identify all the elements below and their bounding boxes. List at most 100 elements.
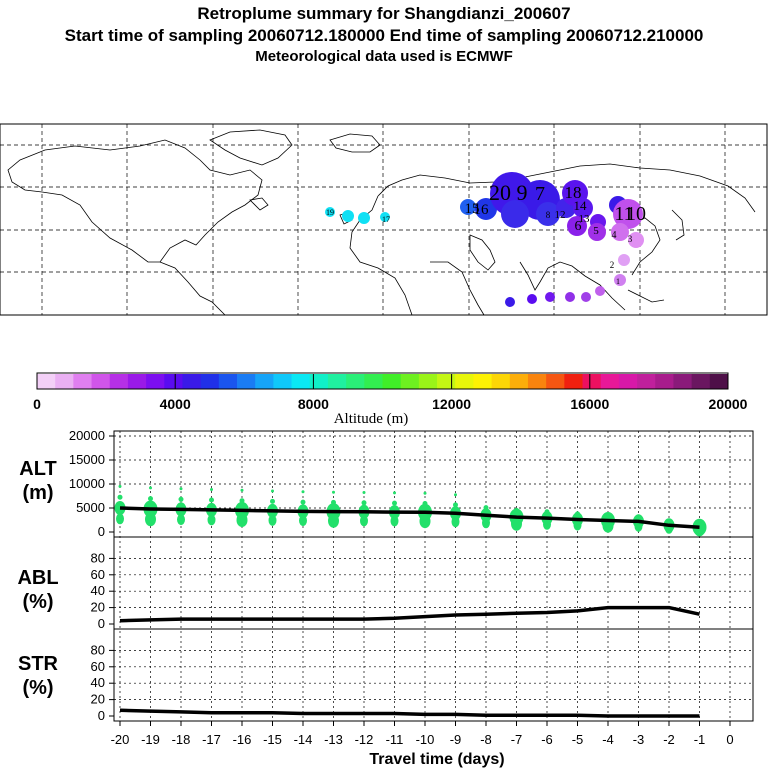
colorbar-cell	[182, 374, 202, 389]
particle-dot	[544, 509, 550, 515]
colorbar-cell	[164, 374, 183, 389]
colorbar-cell	[55, 374, 74, 389]
plume-circle	[536, 202, 560, 226]
str-unit: (%)	[22, 677, 53, 699]
plume-label: 8	[546, 210, 551, 220]
colorbar-cell	[527, 374, 547, 389]
plume-label: 19	[326, 208, 334, 217]
plume-circle	[380, 212, 390, 222]
y-tick-label: 20	[91, 692, 105, 707]
colorbar-cell	[637, 374, 656, 389]
colorbar-cell	[146, 374, 165, 389]
colorbar-cell	[127, 374, 147, 389]
plume-label: 12	[555, 209, 566, 221]
x-tick-label: -6	[541, 732, 553, 747]
colorbar-cell	[673, 374, 693, 389]
particle-dot	[207, 514, 216, 526]
meteorological-data-note: Meteorological data used is ECMWF	[255, 48, 513, 65]
particle-dot	[392, 500, 397, 506]
particle-dot	[575, 511, 580, 517]
particle-dot	[393, 491, 396, 495]
particle-dot	[209, 497, 214, 503]
particle-dot	[179, 487, 183, 491]
plume-circle	[611, 223, 629, 241]
y-tick-label: 40	[91, 675, 105, 690]
colorbar-cell	[473, 374, 492, 389]
particle-dot	[634, 520, 643, 532]
plume-label: 10	[626, 203, 646, 225]
particle-dot	[543, 518, 551, 530]
y-tick-label: 0	[98, 708, 105, 723]
x-tick-label: -15	[263, 732, 282, 747]
particle-dot	[271, 489, 274, 493]
particle-dot	[451, 516, 460, 528]
particle-dot	[390, 515, 399, 527]
x-tick-label: -4	[602, 732, 614, 747]
particle-dot	[240, 488, 244, 492]
alt-unit: (m)	[22, 482, 53, 504]
x-tick-label: 0	[726, 732, 733, 747]
colorbar-cell	[309, 374, 329, 389]
plume-circle	[588, 223, 606, 241]
y-tick-label: 60	[91, 659, 105, 674]
x-tick-label: -19	[141, 732, 160, 747]
x-tick-label: -13	[324, 732, 343, 747]
particle-dot	[149, 486, 152, 490]
plume-label: 3	[628, 234, 633, 244]
particle-dot	[511, 516, 522, 531]
plume-circle	[613, 199, 643, 229]
particle-dot	[514, 507, 519, 513]
plume-circle	[573, 198, 593, 218]
x-tick-label: -17	[202, 732, 221, 747]
colorbar-cell	[109, 374, 129, 389]
colorbar-label: Altitude (m)	[334, 411, 409, 427]
altitude-colorbar: 0 4000 8000 12000 16000 20000 Altitude (m)	[33, 372, 748, 427]
particle-dot	[145, 512, 156, 527]
particle-dot	[210, 488, 213, 491]
plume-circle	[342, 210, 354, 222]
particle-dot	[361, 500, 367, 506]
particle-dot	[299, 515, 307, 527]
plume-circle	[527, 294, 537, 304]
colorbar-cell	[491, 374, 511, 389]
y-tick-label: 5000	[76, 500, 105, 515]
x-tick-label: -9	[450, 732, 462, 747]
series-line-abl	[119, 605, 700, 623]
plume-circle	[505, 297, 515, 307]
plume-circle	[565, 292, 575, 302]
colorbar-cell	[200, 374, 220, 389]
coastlines	[7, 129, 756, 316]
particle-dot	[270, 498, 275, 504]
x-tick-label: -11	[386, 732, 404, 747]
particle-dot	[419, 514, 431, 529]
colorbar-cell	[273, 374, 292, 389]
particle-dot	[239, 498, 245, 504]
plume-circle	[581, 292, 591, 302]
plume-label: 16	[474, 202, 490, 218]
particle-dot	[301, 490, 305, 494]
plume-label: 11	[614, 203, 633, 225]
colorbar-cell	[291, 374, 311, 389]
colorbar-cell	[91, 374, 111, 389]
x-tick-label: -7	[511, 732, 523, 747]
x-axis-label: Travel time (days)	[369, 751, 504, 768]
plume-label: 2	[610, 260, 615, 270]
x-tick-label: -18	[172, 732, 191, 747]
colorbar-cell	[255, 374, 274, 389]
plume-label: 5	[593, 225, 599, 237]
abl-label: ABL	[17, 567, 58, 589]
plume-label: 9	[517, 180, 528, 205]
series-line-alt	[119, 506, 700, 529]
particle-dot	[117, 494, 123, 500]
plume-label: 14	[574, 198, 588, 213]
plume-label: 13	[579, 213, 591, 225]
plume-circle	[628, 232, 644, 248]
colorbar-cell	[564, 374, 583, 389]
colorbar-cell	[364, 374, 383, 389]
colorbar-cell	[237, 374, 256, 389]
plume-circles	[325, 172, 644, 307]
